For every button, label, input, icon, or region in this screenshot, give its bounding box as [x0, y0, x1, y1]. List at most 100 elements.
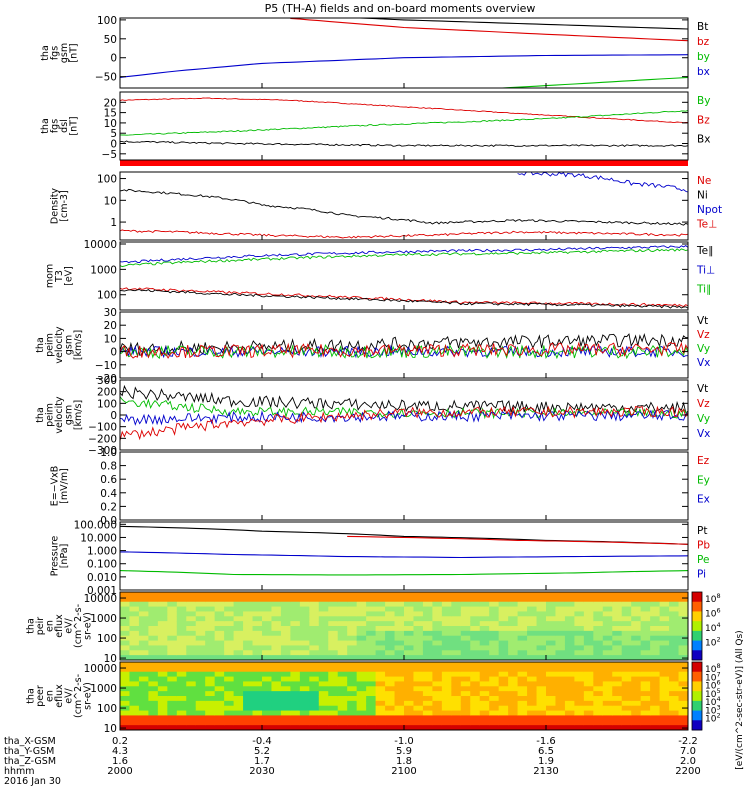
xaxis-value-2-4: 2.0: [680, 756, 696, 767]
colorbar-frame-peer-spectrogram: [691, 661, 703, 731]
spectrogram-peir-spectrogram: [120, 592, 688, 660]
ylabel-peir-spectrogram-5: (cm^2-s-: [73, 604, 84, 648]
ytick-label-mom-temp-1: 1000: [90, 264, 117, 276]
series-mom-temp-Ti⊥: [120, 245, 688, 264]
legend-pe-velocity-3: Vx: [697, 357, 710, 369]
ytick-label-pe-velocity-5: −20: [95, 373, 117, 385]
ytick-label-mom-temp-2: 100: [97, 290, 117, 302]
xaxis-value-2-2: 1.8: [396, 756, 412, 767]
ytick-label-pressure-5: 0.001: [87, 585, 117, 597]
xaxis-value-1-1: 5.2: [254, 746, 270, 757]
ylabel-fgs-3: [nT]: [68, 43, 79, 62]
legend-density-1: Ni: [697, 190, 708, 202]
legend-pe-velocity-2: Vy: [697, 343, 710, 355]
xaxis-value-1-0: 4.3: [112, 746, 128, 757]
ytick-label-mom-temp-0: 10000: [84, 239, 117, 251]
ylabel-peer-spectrogram-5: (cm^2-s-: [73, 674, 84, 718]
legend-mom-temp-0: Te∥: [696, 245, 713, 257]
ylabel-density-1: [cm-3]: [59, 190, 70, 221]
ylabel-efield-1: [mV/m]: [59, 468, 70, 504]
legend-pressure-2: Pe: [697, 554, 709, 566]
series-mom-temp-Te∥: [120, 289, 688, 309]
series-mom-temp-Te⊥: [120, 287, 688, 308]
series-fgs-Bt: [348, 18, 688, 30]
xaxis-row-label-1: tha_Y-GSM: [4, 746, 54, 757]
panel-efield: 1.0 0.80.6 0.40.2 0.0 E=−VxB[mV/m] Ez Ey Ex: [49, 447, 710, 527]
ylabel-peir-spectrogram-2: en: [45, 620, 56, 632]
legend-pi-velocity-3: Vx: [697, 428, 710, 440]
legend-fgs-dsl-0: By: [697, 95, 710, 107]
colorbar-cell-peir-spectrogram-3: [692, 621, 702, 632]
ylabel-pe-velocity-0: tha: [35, 337, 46, 353]
ylabel-pi-velocity-3: gsm: [64, 405, 75, 425]
ylabel-mom-temp-1: T3: [54, 270, 65, 283]
ytick-label-fgs-dsl-1: 15: [104, 108, 117, 120]
legend-fgs-2: by: [697, 51, 710, 63]
series-fgs-dsl-Bx: [120, 140, 688, 147]
ytick-label-pressure-2: 1.000: [87, 546, 117, 558]
ytick-label-pressure-1: 10.000: [80, 532, 117, 544]
ytick-label-efield-1: 0.8: [100, 461, 117, 473]
ytick-label-pressure-3: 0.100: [87, 559, 117, 571]
colorbar-frame-peir-spectrogram: [691, 591, 703, 661]
series-pi-velocity-Vz: [120, 405, 688, 441]
colorbar-cell-peer-spectrogram-0: [692, 662, 702, 673]
ytick-label-fgs-dsl-0: 20: [104, 97, 117, 109]
series-group-density: [120, 172, 688, 239]
xaxis-value-0-1: -0.4: [252, 736, 272, 747]
legend-density-3: Te⊥: [696, 219, 717, 231]
frame-fgs: [119, 17, 689, 89]
ylabel-pi-velocity-2: velocity: [54, 396, 65, 434]
colorbar-cell-peir-spectrogram-2: [692, 611, 702, 622]
frame-fgs-dsl: [119, 91, 689, 161]
legend-fgs-dsl-2: Bx: [697, 134, 710, 146]
panel-peer-spectrogram: 10000 1000 100 10 thapeerenefluxeV/(cm^2-s-s…: [26, 661, 721, 735]
xaxis-value-3-2: 2100: [391, 766, 416, 777]
frame-density: [119, 171, 689, 241]
xaxis-value-2-0: 1.6: [112, 756, 128, 767]
ylabel-fgs-0: tha: [40, 45, 51, 61]
ylabel-fgs-dsl-1: fgs: [49, 119, 60, 133]
frame-mom-temp: [119, 241, 689, 311]
xaxis-value-2-3: 1.9: [538, 756, 554, 767]
xaxis-value-0-4: -2.2: [678, 736, 698, 747]
ylabel-mom-temp-2: [eV]: [64, 266, 75, 286]
series-fgs-bx: [120, 54, 688, 78]
legend-pe-velocity-0: Vt: [697, 315, 708, 327]
ytick-label-peer-spectrogram-1: 1000: [90, 683, 117, 695]
ytick-label-pi-velocity-5: −200: [88, 433, 117, 445]
xaxis-value-1-3: 6.5: [538, 746, 554, 757]
xaxis-value-1-2: 5.9: [396, 746, 412, 757]
ylabel-fgs-dsl-2: dsl: [59, 119, 70, 133]
ylabel-pi-velocity-0: tha: [35, 407, 46, 423]
ylabel-pressure-0: Pressure: [49, 536, 60, 577]
series-pe-velocity-Vz: [120, 341, 688, 359]
ylabel-fgs-dsl-3: [nT]: [68, 116, 79, 135]
ytick-label-fgs-dsl-5: −5: [102, 149, 117, 161]
series-group-mom-temp: [120, 245, 688, 309]
colorbar-cell-peir-spectrogram-0: [692, 592, 702, 603]
series-group-pressure: [120, 525, 688, 576]
legend-efield-2: Ex: [697, 494, 710, 506]
colorbar-label-peir-spectrogram-1: 106: [705, 607, 721, 620]
xaxis-value-1-4: 7.0: [680, 746, 696, 757]
ylabel-pe-velocity-1: peim: [45, 333, 56, 357]
ytick-label-pi-velocity-3: 0: [110, 410, 117, 422]
ylabel-peer-spectrogram-4: eV/: [64, 687, 75, 703]
ytick-label-fgs-2: 0: [110, 53, 117, 65]
colorbar-cell-peer-spectrogram-5: [692, 710, 702, 721]
ytick-label-peir-spectrogram-3: 10: [104, 653, 117, 665]
ytick-label-density-0: 100: [97, 174, 117, 186]
ytick-label-pe-velocity-4: −10: [95, 360, 117, 372]
ytick-label-fgs-dsl-3: 5: [110, 128, 117, 140]
legend-density-2: Npot: [697, 204, 722, 216]
colorbar-cell-peer-spectrogram-1: [692, 671, 702, 682]
colorbar-cell-peer-spectrogram-2: [692, 681, 702, 692]
series-mom-temp-Ti∥: [120, 248, 688, 268]
series-fgs-dsl-By: [120, 109, 688, 136]
ytick-label-fgs-1: 50: [104, 34, 117, 46]
ylabel-mom-temp-0: mom: [45, 264, 56, 288]
ytick-label-efield-4: 0.2: [100, 501, 117, 513]
